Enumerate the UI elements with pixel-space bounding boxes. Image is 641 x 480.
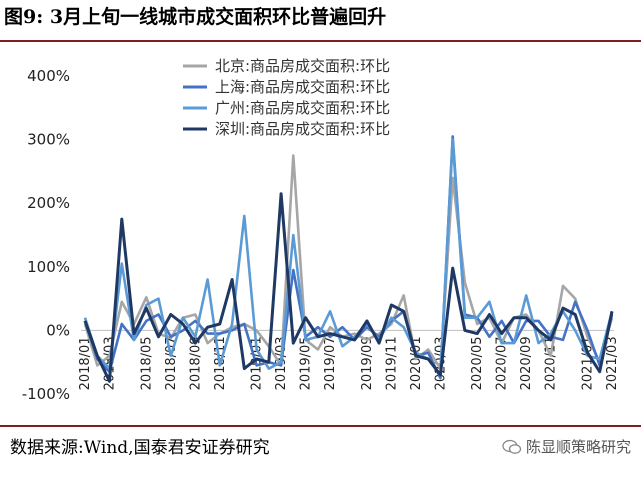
x-tick-label: 2020/09 — [519, 336, 534, 390]
source-divider — [0, 425, 641, 427]
legend-label: 北京:商品房成交面积:环比 — [215, 57, 390, 75]
x-tick-label: 2018/01 — [78, 336, 93, 390]
legend-label: 上海:商品房成交面积:环比 — [215, 78, 390, 96]
y-tick-label: 200% — [27, 194, 70, 212]
x-tick-label: 2019/07 — [323, 336, 338, 390]
y-axis-ticks: -100% 0% 100% 200% 300% 400% — [22, 67, 70, 403]
x-tick-label: 2019/09 — [360, 336, 375, 390]
legend: 北京:商品房成交面积:环比上海:商品房成交面积:环比广州:商品房成交面积:环比深… — [183, 57, 390, 138]
title-divider — [0, 40, 641, 42]
watermark: 陈显顺策略研究 — [502, 436, 631, 457]
y-tick-label: 300% — [27, 131, 70, 149]
data-source: 数据来源:Wind,国泰君安证券研究 — [10, 438, 270, 458]
x-tick-label: 2020/07 — [495, 336, 510, 390]
wechat-logo-icon — [502, 439, 522, 454]
x-tick-label: 2019/11 — [384, 336, 399, 390]
x-tick-label: 2021/03 — [605, 336, 620, 390]
line-chart: -100%0%100%200%300%400% 2018/01 2018/03 20… — [22, 57, 620, 403]
x-tick-label: 2018/07 — [164, 336, 179, 390]
y-tick-label: -100% — [22, 385, 70, 403]
legend-label: 广州:商品房成交面积:环比 — [215, 99, 390, 117]
series-lines — [83, 135, 614, 383]
series-line-2 — [83, 135, 614, 380]
x-tick-label: 2018/05 — [139, 336, 154, 390]
x-tick-label: 2019/05 — [299, 336, 314, 390]
x-tick-label: 2020/05 — [470, 336, 485, 390]
x-axis-ticks: 2018/01 2018/03 2018/05 2018/07 2018/09 2018/… — [78, 336, 620, 390]
watermark-text: 陈显顺策略研究 — [525, 438, 631, 456]
y-tick-label: 400% — [27, 67, 70, 85]
series-line-3 — [83, 138, 614, 377]
x-tick-label: 2020/01 — [409, 336, 424, 390]
chart-title: 图9: 3月上旬一线城市成交面积环比普遍回升 — [4, 6, 387, 28]
x-tick-label: 2018/09 — [188, 336, 203, 390]
series-line-4 — [83, 192, 614, 383]
legend-label: 深圳:商品房成交面积:环比 — [215, 120, 390, 138]
y-tick-label: 0% — [46, 321, 70, 339]
y-tick-label: 100% — [27, 258, 70, 276]
